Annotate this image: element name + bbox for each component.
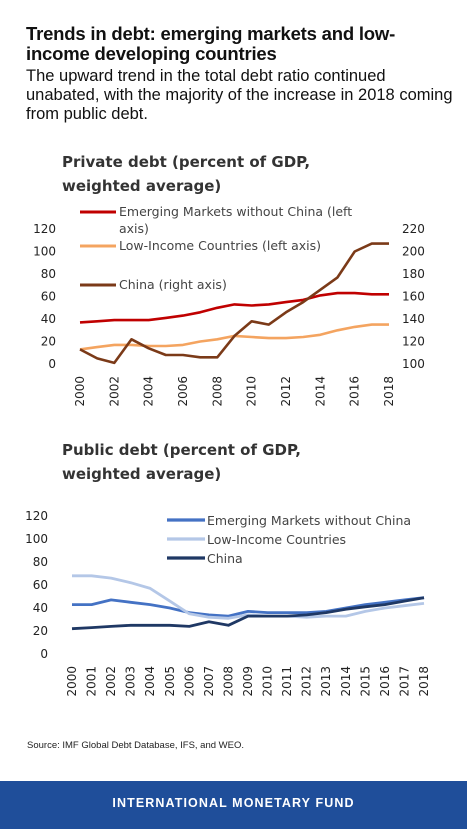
footer-banner: INTERNATIONAL MONETARY FUND [0,781,467,829]
y-tick-label: 60 [33,578,48,592]
x-tick-label: 2012 [300,666,314,697]
x-tick-label: 2008 [221,666,235,697]
series-line [79,242,389,365]
y-tick-label: 100 [25,532,48,546]
series-line [79,291,389,324]
right-y-tick-label: 120 [402,335,425,349]
y-tick-label: 20 [33,624,48,638]
x-tick-label: 2000 [65,666,79,697]
x-tick-label: 2004 [142,376,156,407]
chart-title-line: Private debt (percent of GDP, [62,153,310,171]
legend-label: Low-Income Countries [207,532,346,547]
left-y-tick-label: 40 [41,312,56,326]
legend-label: Low-Income Countries (left axis) [119,238,321,253]
left-y-tick-label: 0 [48,357,56,371]
series-line [71,596,425,631]
x-tick-label: 2006 [182,666,196,697]
y-tick-label: 0 [40,647,48,661]
x-tick-label: 2016 [348,376,362,407]
x-tick-label: 2008 [210,376,224,407]
right-y-tick-label: 140 [402,312,425,326]
x-tick-label: 2002 [104,666,118,697]
x-tick-label: 2017 [397,666,411,697]
x-tick-label: 2014 [339,666,353,697]
source-note: Source: IMF Global Debt Database, IFS, a… [27,740,245,751]
legend-label: Emerging Markets without China (left [119,204,352,219]
legend-label: China [207,551,243,566]
chart-title-line: weighted average) [62,465,221,483]
series-line [72,596,425,618]
x-tick-label: 2018 [382,376,396,407]
right-y-tick-label: 220 [402,222,425,236]
y-tick-label: 80 [33,555,48,569]
right-y-tick-label: 180 [402,267,425,281]
legend-label: China (right axis) [119,277,227,292]
x-tick-label: 2005 [163,666,177,697]
x-tick-label: 2015 [358,666,372,697]
x-tick-label: 2010 [245,376,259,407]
x-tick-label: 2003 [124,666,138,697]
y-tick-label: 40 [33,601,48,615]
right-y-tick-label: 160 [402,290,425,304]
x-tick-label: 2001 [85,666,99,697]
chart-title-line: weighted average) [62,177,221,195]
x-tick-label: 2014 [313,376,327,407]
legend-label: axis) [119,221,149,236]
x-tick-label: 2002 [107,376,121,407]
x-tick-label: 2009 [241,666,255,697]
x-tick-label: 2012 [279,376,293,407]
x-tick-label: 2011 [280,666,294,697]
x-tick-label: 2007 [202,666,216,697]
infographic-title: Trends in debt: emerging markets and low… [26,23,396,64]
public-debt-chart: Public debt (percent of GDP, weighted ave… [25,441,431,697]
chart-title-line: Public debt (percent of GDP, [62,441,301,459]
x-tick-label: 2013 [319,666,333,697]
legend-label: Emerging Markets without China [207,513,411,528]
x-tick-label: 2016 [378,666,392,697]
private-debt-chart: Private debt (percent of GDP, weighted av… [33,153,425,407]
x-tick-label: 2018 [417,666,431,697]
infographic-subtitle: The upward trend in the total debt ratio… [26,67,453,123]
right-y-tick-label: 100 [402,357,425,371]
x-tick-label: 2010 [261,666,275,697]
x-tick-label: 2006 [176,376,190,407]
y-tick-label: 120 [25,509,48,523]
left-y-tick-label: 100 [33,245,56,259]
x-tick-label: 2000 [73,376,87,407]
left-y-tick-label: 60 [41,290,56,304]
left-y-tick-label: 80 [41,267,56,281]
left-y-tick-label: 20 [41,335,56,349]
left-y-tick-label: 120 [33,222,56,236]
right-y-tick-label: 200 [402,245,425,259]
x-tick-label: 2004 [143,666,157,697]
